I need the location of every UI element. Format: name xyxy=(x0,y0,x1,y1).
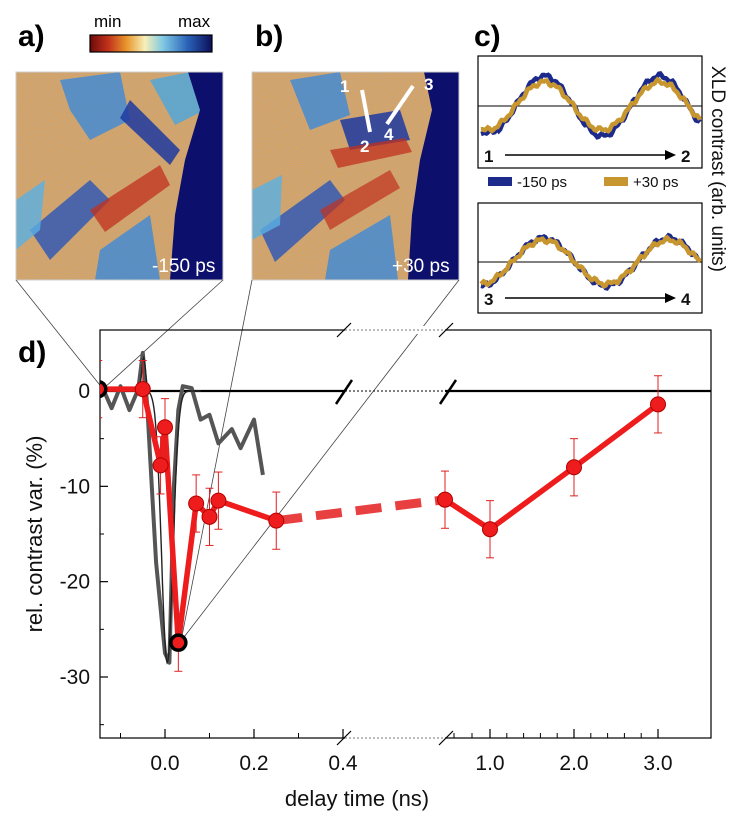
x-tick-label: 0.2 xyxy=(239,752,268,775)
data-point xyxy=(210,492,227,509)
panel-label-b: b) xyxy=(255,20,283,53)
zero-break-mark-right xyxy=(438,379,458,405)
colorbar-max-label: max xyxy=(178,12,211,31)
legend-label-plus30: +30 ps xyxy=(633,174,678,191)
x-tick-label: 1.0 xyxy=(475,752,504,775)
colorbar: min max xyxy=(89,12,213,53)
legend-label-minus150: -150 ps xyxy=(517,174,567,191)
xld-bottom-end-label: 4 xyxy=(681,290,691,309)
x-tick-label: 3.0 xyxy=(643,752,672,775)
legend-swatch-minus150 xyxy=(488,177,512,186)
main-plot: 0 -10 -20 -30 0.0 0.2 0.4 1.0 2.0 3.0 xyxy=(60,322,712,775)
image-b xyxy=(252,72,459,280)
y-tick-label: -10 xyxy=(60,475,90,498)
xld-bottom-arrowhead xyxy=(665,293,676,303)
series-layer xyxy=(100,350,666,672)
xld-top-arrowhead xyxy=(665,150,676,160)
data-point xyxy=(650,396,666,413)
profile-line-3-4 xyxy=(385,84,415,126)
data-point xyxy=(566,459,582,476)
data-point xyxy=(268,512,285,529)
y-tick-label: 0 xyxy=(78,380,90,403)
instrument-response-line xyxy=(100,350,265,665)
break-mark-bottom-right xyxy=(438,730,454,746)
data-point xyxy=(201,508,218,525)
data-point xyxy=(482,521,498,538)
x-tick-label: 2.0 xyxy=(559,752,588,775)
image-a-frame xyxy=(15,71,224,281)
panel-label-d: d) xyxy=(18,336,46,369)
data-point xyxy=(437,491,453,508)
panel-label-a: a) xyxy=(18,20,45,53)
xld-bottom-start-label: 3 xyxy=(484,290,493,309)
y-tick-label: -30 xyxy=(60,666,90,689)
data-point xyxy=(188,495,205,512)
xld-top-plot: 1 2 xyxy=(477,55,703,169)
colorbar-gradient xyxy=(89,34,213,53)
xld-top-trace-plus30 xyxy=(480,76,702,134)
y-tick-label: -20 xyxy=(60,571,90,594)
break-mark-top-right xyxy=(438,322,454,338)
xld-ylabel: XLD contrast (arb. units) xyxy=(707,66,728,272)
data-point-highlighted xyxy=(100,380,108,399)
line-point-1: 1 xyxy=(340,77,349,96)
contrast-line-dashed xyxy=(275,495,446,526)
image-a-time-label: -150 ps xyxy=(152,256,215,277)
data-point xyxy=(157,419,173,436)
data-point xyxy=(134,381,151,398)
zero-break-mark-left xyxy=(334,379,354,405)
break-mark-top-left xyxy=(336,322,352,338)
xld-legend: -150 ps +30 ps xyxy=(488,174,678,191)
x-tick-label: 0.4 xyxy=(328,752,358,775)
x-ticks: 0.0 0.2 0.4 1.0 2.0 3.0 xyxy=(120,729,673,775)
image-b-time-label: +30 ps xyxy=(392,256,450,277)
image-b-frame xyxy=(251,71,460,281)
profile-line-1-2 xyxy=(360,89,372,133)
x-tick-label: 0.0 xyxy=(150,752,179,775)
zoom-connectors xyxy=(15,279,460,642)
xld-top-start-label: 1 xyxy=(484,147,493,166)
line-point-4: 4 xyxy=(384,125,394,144)
data-point-highlighted xyxy=(169,633,188,652)
line-point-2: 2 xyxy=(360,137,369,156)
panel-label-c: c) xyxy=(474,20,501,53)
main-xlabel: delay time (ns) xyxy=(285,786,429,811)
main-ylabel: rel. contrast var. (%) xyxy=(22,436,47,633)
xld-bottom-plot: 3 4 xyxy=(477,202,703,314)
y-ticks: 0 -10 -20 -30 xyxy=(60,380,108,726)
xld-top-end-label: 2 xyxy=(681,147,690,166)
contrast-line-late xyxy=(443,402,660,532)
image-a xyxy=(16,72,223,280)
colorbar-min-label: min xyxy=(94,12,121,31)
line-point-3: 3 xyxy=(424,75,433,94)
xld-bottom-trace-plus30 xyxy=(479,234,702,290)
data-point xyxy=(152,457,169,474)
break-mark-bottom-left xyxy=(336,730,352,746)
legend-swatch-plus30 xyxy=(604,177,628,186)
